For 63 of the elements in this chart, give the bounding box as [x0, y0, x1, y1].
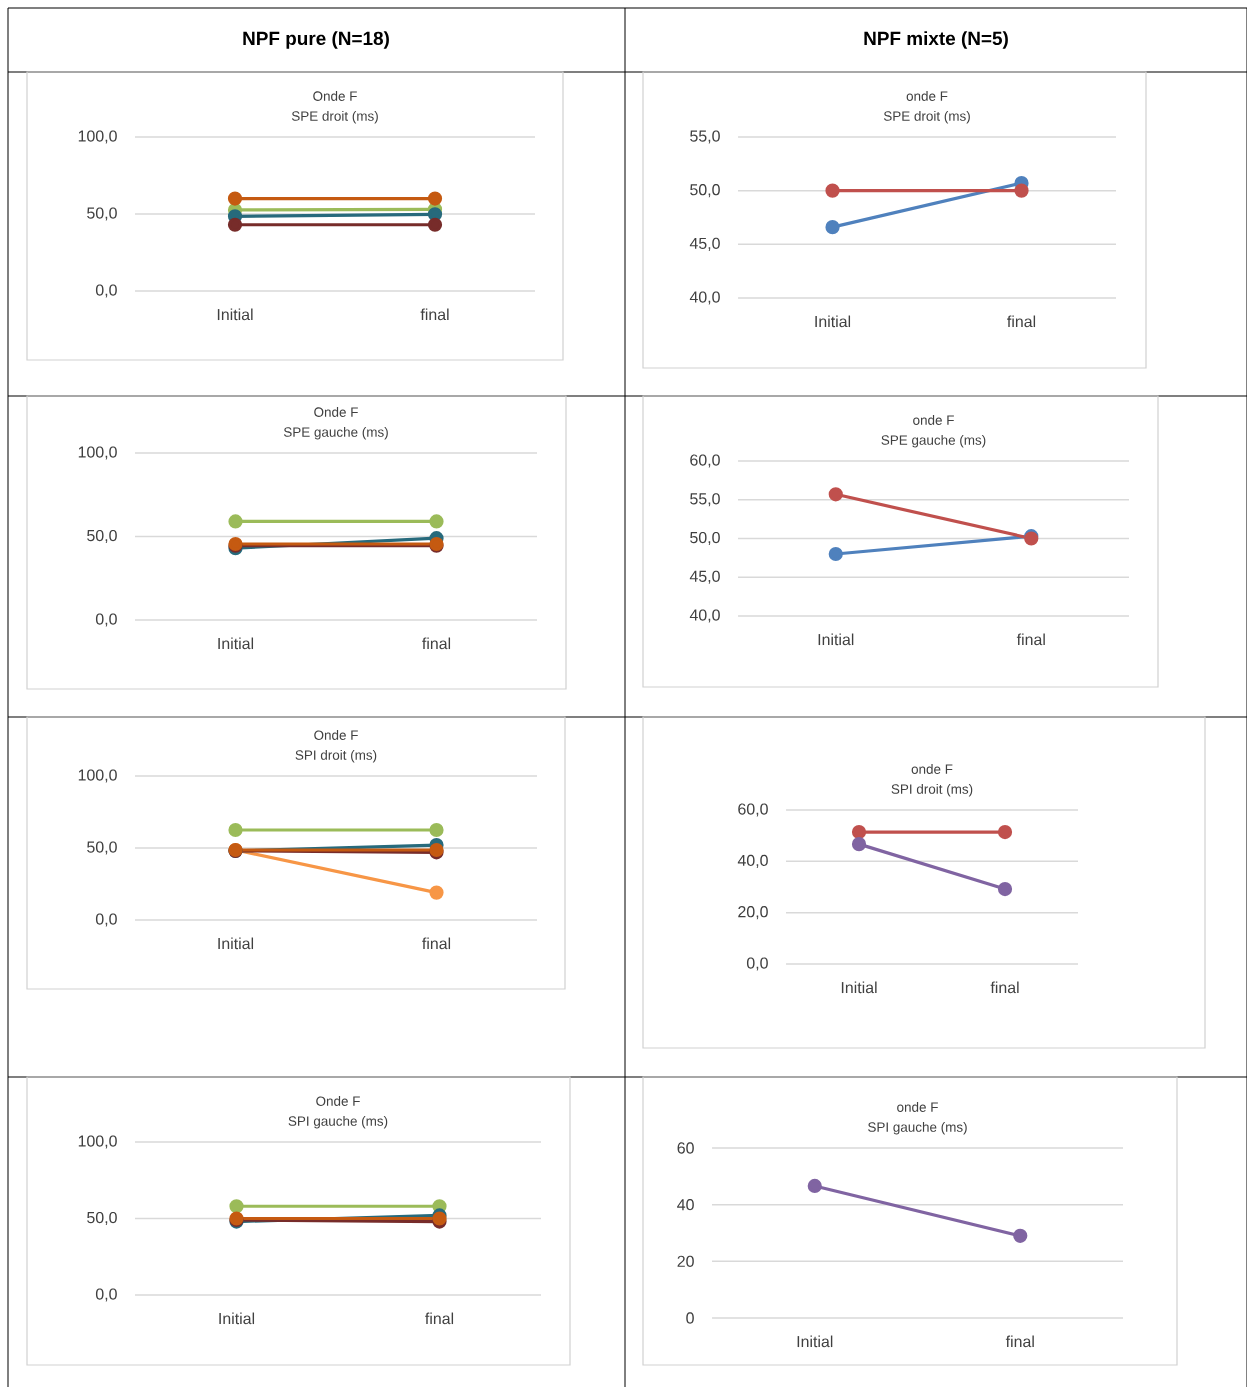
x-tick-label: final	[1005, 1335, 1034, 1348]
y-tick-label: 100,0	[78, 446, 117, 460]
chart-subtitle: SPE gauche (ms)	[881, 434, 986, 448]
chart-title: Onde F	[316, 1096, 360, 1106]
y-tick-label: 55,0	[690, 130, 720, 144]
y-tick-label: 50,0	[87, 207, 117, 221]
y-tick-label: 55,0	[690, 493, 720, 507]
chart-title: onde F	[906, 91, 948, 101]
x-tick-label: Initial	[815, 315, 851, 328]
chart-title: onde F	[897, 1102, 938, 1112]
x-tick-label: Initial	[841, 981, 877, 994]
chart-title: Onde F	[314, 730, 358, 740]
y-tick-label: 100,0	[78, 769, 117, 783]
y-tick-label: 40	[677, 1199, 694, 1211]
y-tick-label: 0	[686, 1312, 694, 1324]
y-tick-label: 20	[677, 1255, 694, 1267]
chart-subtitle: SPI gauche (ms)	[868, 1121, 967, 1135]
y-tick-label: 50,0	[87, 529, 117, 544]
y-tick-label: 50,0	[690, 531, 720, 546]
y-tick-label: 60	[677, 1142, 694, 1154]
y-tick-label: 45,0	[689, 237, 720, 251]
chart-title: onde F	[911, 764, 953, 774]
y-tick-label: 0,0	[95, 613, 117, 627]
chart-subtitle: SPI droit (ms)	[295, 749, 377, 763]
y-tick-label: 0,0	[95, 913, 117, 927]
x-tick-label: final	[1016, 633, 1045, 646]
y-tick-label: 40,0	[737, 854, 768, 868]
x-tick-label: Initial	[219, 1312, 255, 1325]
y-tick-label: 50,0	[87, 841, 117, 855]
chart-subtitle: SPE droit (ms)	[883, 110, 970, 124]
x-tick-label: final	[990, 981, 1019, 994]
x-tick-label: Initial	[818, 633, 854, 646]
chart-title: onde F	[913, 415, 954, 425]
x-tick-label: final	[422, 637, 451, 650]
y-tick-label: 45,0	[689, 570, 720, 584]
text: NPF mixte (N=5)	[864, 31, 1008, 49]
chart-subtitle: SPE gauche (ms)	[283, 426, 388, 440]
x-tick-label: Initial	[797, 1335, 833, 1348]
y-tick-label: 60,0	[690, 454, 720, 468]
y-tick-label: 40,0	[689, 291, 720, 305]
x-tick-label: final	[422, 937, 451, 950]
y-tick-label: 100,0	[78, 1135, 117, 1149]
y-tick-label: 0,0	[95, 1288, 117, 1302]
x-tick-label: Initial	[218, 937, 254, 950]
x-tick-label: final	[420, 308, 449, 321]
y-tick-label: 50,0	[690, 184, 720, 198]
x-tick-label: Initial	[217, 308, 253, 321]
chart-subtitle: SPE droit (ms)	[291, 110, 378, 124]
x-tick-label: final	[1007, 315, 1036, 328]
y-tick-label: 50,0	[87, 1211, 117, 1226]
y-tick-label: 40,0	[689, 609, 720, 623]
y-tick-label: 0,0	[746, 957, 768, 971]
x-tick-label: final	[425, 1312, 454, 1325]
y-tick-label: 20,0	[738, 906, 768, 920]
y-tick-label: 0,0	[95, 284, 117, 298]
x-tick-label: Initial	[218, 637, 254, 650]
chart-subtitle: SPI droit (ms)	[891, 783, 973, 797]
text: NPF pure (N=18)	[243, 31, 389, 49]
chart-subtitle: SPI gauche (ms)	[288, 1115, 388, 1129]
chart-title: Onde F	[314, 407, 358, 417]
chart-title: Onde F	[313, 91, 357, 101]
y-tick-label: 60,0	[738, 803, 768, 817]
y-tick-label: 100,0	[78, 130, 117, 144]
